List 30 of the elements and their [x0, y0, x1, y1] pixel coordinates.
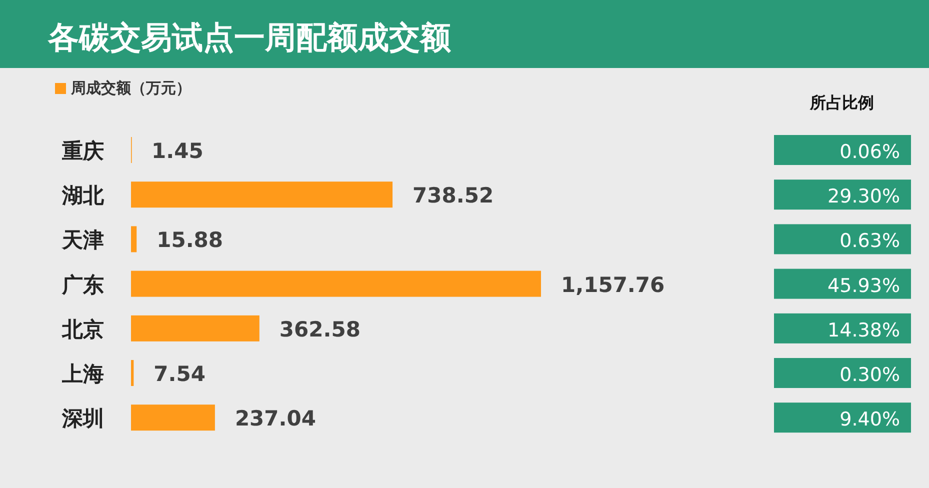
- data-label: 14.38%: [828, 319, 900, 342]
- data-label: 0.63%: [840, 230, 900, 252]
- bar: [131, 270, 541, 297]
- chart-title: 各碳交易试点一周配额成交额: [47, 20, 451, 56]
- y-tick-label: 湖北: [61, 184, 105, 208]
- data-label: 0.30%: [840, 364, 900, 386]
- data-label: 237.04: [234, 406, 316, 431]
- data-label: 15.88: [156, 228, 224, 252]
- bar: [131, 182, 393, 208]
- legend-label: 周成交额（万元）: [70, 79, 191, 97]
- data-label: 738.52: [412, 184, 494, 208]
- bar: [131, 226, 137, 252]
- bar: [131, 315, 260, 342]
- y-tick-label: 北京: [61, 317, 104, 342]
- data-label: 9.40%: [840, 408, 900, 431]
- text: 所占比例: [809, 93, 874, 112]
- data-label: 362.58: [279, 317, 360, 342]
- bar: [131, 404, 215, 431]
- bar: [131, 360, 134, 386]
- data-label: 1,157.76: [561, 272, 665, 297]
- data-label: 0.06%: [840, 141, 900, 163]
- y-tick-label: 广东: [61, 272, 104, 297]
- y-tick-label: 深圳: [61, 406, 104, 431]
- data-label: 29.30%: [828, 186, 900, 208]
- data-label: 45.93%: [828, 274, 900, 297]
- y-tick-label: 上海: [61, 362, 104, 386]
- y-tick-label: 重庆: [61, 139, 104, 163]
- y-tick-label: 天津: [61, 228, 104, 252]
- data-label: 7.54: [154, 362, 206, 386]
- data-label: 1.45: [152, 139, 204, 163]
